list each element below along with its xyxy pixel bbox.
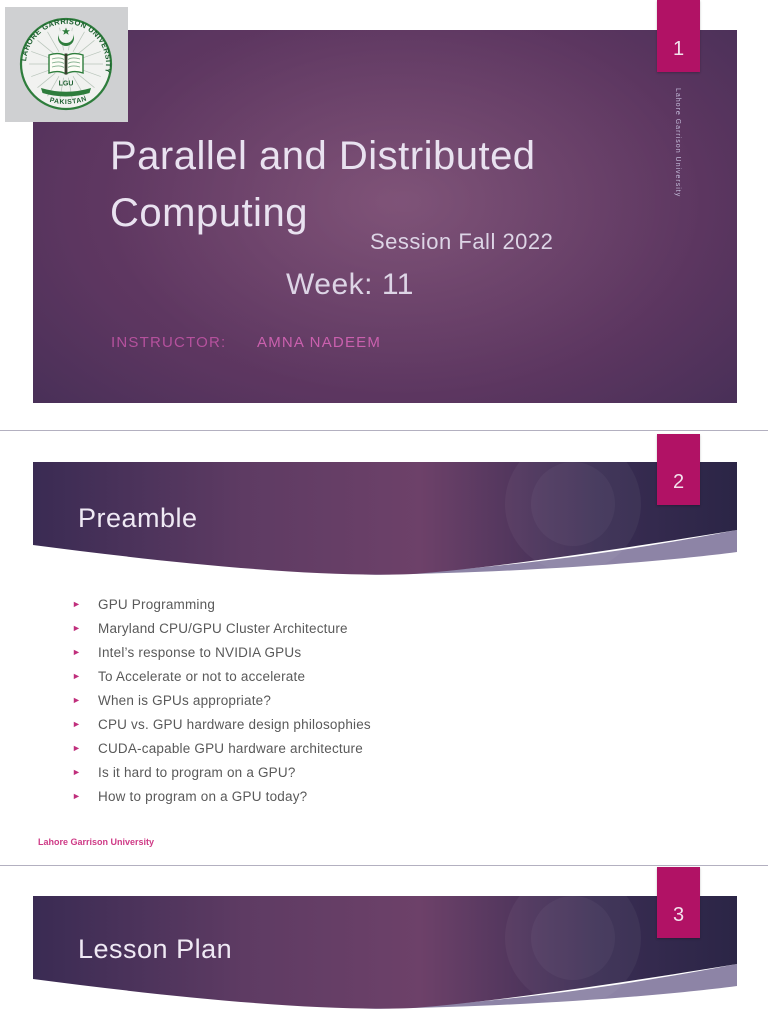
page-separator: [0, 865, 768, 866]
slide-title-line2: Computing: [110, 191, 308, 235]
bullet-arrow-icon: ►: [72, 766, 82, 777]
svg-text:PAKISTAN: PAKISTAN: [49, 96, 88, 107]
page-1: Parallel and Distributed Computing Sessi…: [0, 0, 768, 430]
list-item-text: Intel’s response to NVIDIA GPUs: [98, 644, 302, 660]
list-item: ► CUDA-capable GPU hardware architecture: [72, 736, 371, 760]
list-item: ► CPU vs. GPU hardware design philosophie…: [72, 712, 371, 736]
page-separator: [0, 430, 768, 431]
banner-curve-graphic: [33, 896, 737, 1009]
university-seal-icon: LAHORE GARRISON UNIVERSITY LGU PAKISTAN: [19, 17, 113, 111]
slide2-heading: Preamble: [78, 503, 198, 533]
logo-abbr-text: LGU: [59, 81, 74, 88]
university-logo: LAHORE GARRISON UNIVERSITY LGU PAKISTAN: [5, 7, 128, 122]
preamble-bullet-list: ► GPU Programming ► Maryland CPU/GPU Clust…: [72, 592, 371, 808]
bullet-arrow-icon: ►: [72, 670, 82, 681]
instructor-name: AMNA NADEEM: [257, 334, 382, 351]
list-item: ► Is it hard to program on a GPU?: [72, 760, 371, 784]
slide3-header-banner: Lesson Plan: [33, 896, 737, 1016]
logo-country-text: PAKISTAN: [49, 96, 87, 107]
banner-curve-graphic: [33, 462, 737, 575]
list-item: ► To Accelerate or not to accelerate: [72, 664, 371, 688]
list-item: ► Maryland CPU/GPU Cluster Architecture: [72, 616, 371, 640]
title-slide-background: Parallel and Distributed Computing Sessi…: [33, 30, 737, 403]
slide-number-tab-1: 1: [657, 0, 700, 72]
page-3: Lesson Plan 3: [0, 866, 768, 1024]
instructor-line: INSTRUCTOR: AMNA NADEEM: [111, 334, 381, 351]
session-text: Session Fall 2022: [370, 229, 554, 254]
bullet-arrow-icon: ►: [72, 598, 82, 609]
list-item-text: Is it hard to program on a GPU?: [98, 764, 296, 780]
slide-number-tab-3: 3: [657, 867, 700, 938]
slide-number: 2: [672, 471, 685, 493]
slide-number: 3: [672, 904, 685, 926]
list-item: ► When is GPUs appropriate?: [72, 688, 371, 712]
slide-title-line1: Parallel and Distributed: [110, 134, 536, 178]
list-item-text: CPU vs. GPU hardware design philosophies: [98, 716, 371, 732]
list-item-text: GPU Programming: [98, 596, 216, 612]
list-item-text: CUDA-capable GPU hardware architecture: [98, 740, 363, 756]
bullet-arrow-icon: ►: [72, 646, 82, 657]
bullet-arrow-icon: ►: [72, 742, 82, 753]
vertical-university-text: Lahore Garrison University: [674, 88, 681, 198]
list-item-text: When is GPUs appropriate?: [98, 692, 272, 708]
page-2: Preamble 2 ► GPU Programming ► Maryland CP…: [0, 431, 768, 865]
list-item-text: To Accelerate or not to accelerate: [98, 668, 306, 684]
list-item-text: Maryland CPU/GPU Cluster Architecture: [98, 620, 348, 636]
list-item: ► GPU Programming: [72, 592, 371, 616]
list-item-text: How to program on a GPU today?: [98, 788, 308, 804]
week-text: Week: 11: [286, 268, 414, 301]
slide-number-tab-2: 2: [657, 434, 700, 505]
list-item: ► Intel’s response to NVIDIA GPUs: [72, 640, 371, 664]
instructor-label: INSTRUCTOR:: [111, 334, 227, 351]
bullet-arrow-icon: ►: [72, 622, 82, 633]
slide3-heading: Lesson Plan: [78, 934, 233, 964]
slide2-header-banner: Preamble: [33, 462, 737, 582]
bullet-arrow-icon: ►: [72, 790, 82, 801]
slide-number: 1: [672, 38, 685, 60]
footer-university-name: Lahore Garrison University: [38, 837, 155, 847]
bullet-arrow-icon: ►: [72, 718, 82, 729]
list-item: ► How to program on a GPU today?: [72, 784, 371, 808]
slide-title: Parallel and Distributed Computing: [110, 128, 536, 242]
bullet-arrow-icon: ►: [72, 694, 82, 705]
